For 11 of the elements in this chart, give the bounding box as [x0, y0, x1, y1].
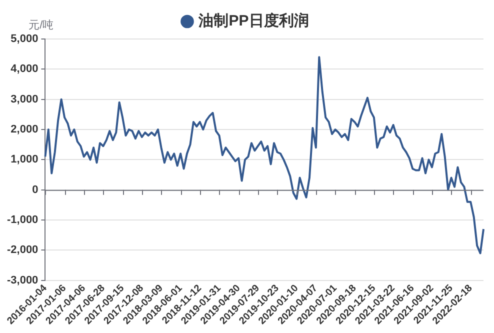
- y-tick-label: -1,000: [6, 214, 38, 226]
- y-tick-label: 0: [32, 184, 38, 196]
- y-tick-label: -2,000: [6, 244, 38, 256]
- y-tick-label: -3,000: [6, 274, 38, 286]
- legend-label: 油制PP日度利润: [198, 12, 309, 30]
- y-axis-title: 元/吨: [28, 18, 54, 32]
- y-tick-label: 1,000: [10, 154, 38, 166]
- y-tick-label: 3,000: [10, 93, 38, 106]
- y-tick-label: 2,000: [10, 124, 38, 136]
- y-tick-label: 5,000: [10, 33, 38, 46]
- y-tick-label: 4,000: [10, 63, 38, 76]
